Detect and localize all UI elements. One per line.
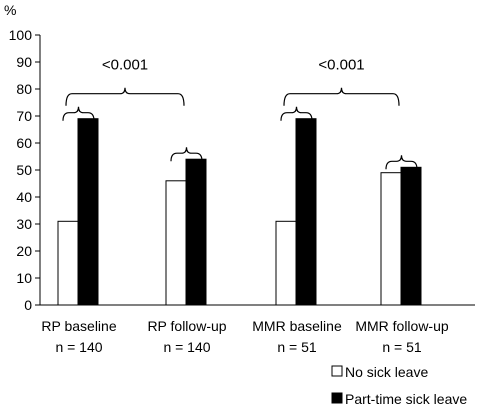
y-tick-label: 30	[16, 216, 32, 232]
p-value-annotation: <0.001	[102, 57, 148, 74]
legend-label: Part-time sick leave	[345, 391, 467, 407]
bar-part-time-sick-leave	[77, 118, 99, 306]
y-tick-label: 80	[16, 81, 32, 97]
category-labels: RP baseline n = 140 RP follow-up n = 140 MMR…	[41, 318, 449, 355]
legend: No sick leave Part-time sick leave	[331, 364, 467, 407]
category-label: RP follow-up	[147, 318, 226, 334]
category-sample-size: n = 140	[163, 339, 210, 355]
category-label: MMR baseline	[252, 318, 342, 334]
category-sample-size: n = 51	[277, 339, 317, 355]
bar-no-sick-leave	[275, 220, 297, 306]
legend-swatch	[331, 365, 343, 377]
group-brace	[280, 106, 313, 121]
category-label: MMR follow-up	[355, 318, 449, 334]
bars	[57, 118, 422, 306]
bar-part-time-sick-leave	[400, 166, 422, 306]
bar-no-sick-leave	[57, 220, 79, 306]
y-tick-label: 20	[16, 243, 32, 259]
legend-swatch	[331, 392, 343, 404]
y-tick-label: 60	[16, 135, 32, 151]
y-tick-label: 100	[9, 27, 33, 43]
comparison-brace	[283, 87, 400, 106]
bar-no-sick-leave	[165, 180, 187, 306]
p-value-annotation: <0.001	[318, 57, 364, 74]
y-tick-label: 10	[16, 270, 32, 286]
y-axis: 0 10 20 30 40 50 60 70 80 90 100	[9, 27, 41, 313]
bar-part-time-sick-leave	[295, 118, 317, 306]
bar-no-sick-leave	[380, 172, 402, 306]
y-tick-label: 0	[24, 297, 32, 313]
group-brace	[62, 106, 95, 121]
y-tick-label: 50	[16, 162, 32, 178]
y-tick-label: 70	[16, 108, 32, 124]
category-sample-size: n = 140	[55, 339, 102, 355]
bar-part-time-sick-leave	[185, 158, 207, 306]
y-tick-label: 40	[16, 189, 32, 205]
y-axis-unit-label: %	[4, 2, 16, 18]
legend-label: No sick leave	[345, 364, 428, 380]
category-sample-size: n = 51	[382, 339, 422, 355]
category-label: RP baseline	[41, 318, 116, 334]
group-brace	[170, 147, 203, 162]
y-tick-label: 90	[16, 54, 32, 70]
significance-brackets: <0.001 <0.001	[62, 57, 418, 170]
group-brace	[385, 155, 418, 170]
comparison-brace	[65, 87, 185, 106]
